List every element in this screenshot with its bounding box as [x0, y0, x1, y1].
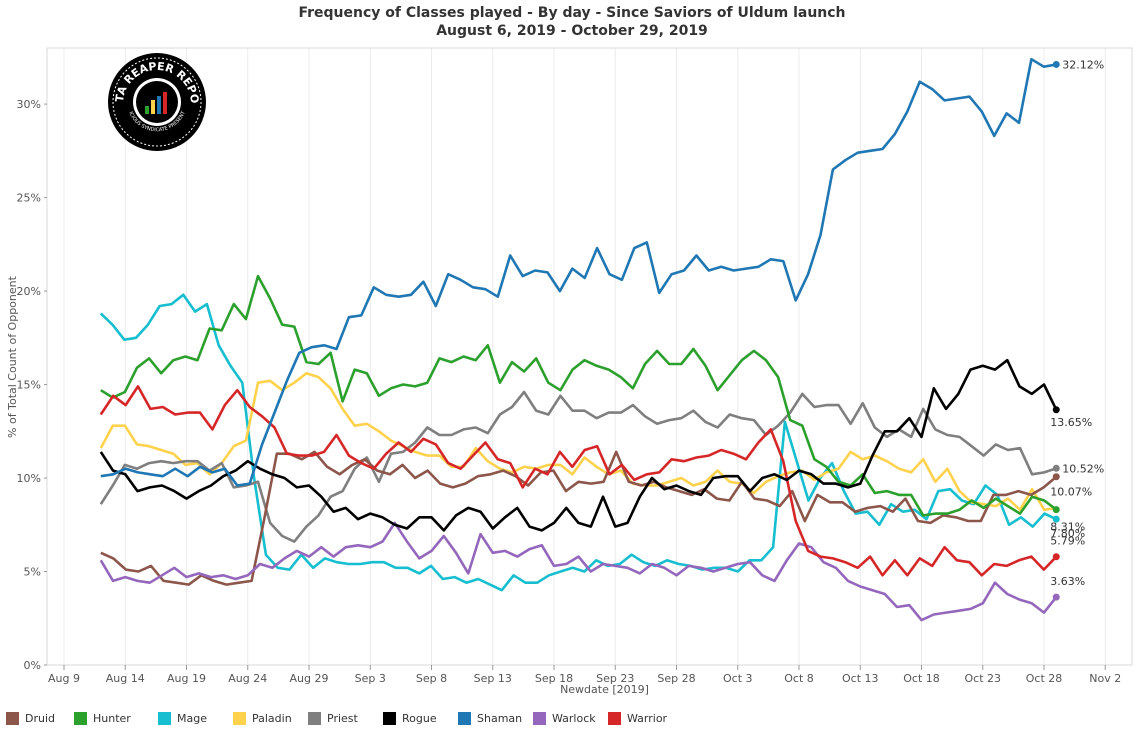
x-tick-label: Sep 23 [596, 672, 634, 685]
grid-lines [63, 48, 1106, 665]
legend-swatch [6, 711, 19, 725]
end-marker-warlock [1052, 593, 1060, 601]
legend-swatch [233, 711, 246, 725]
y-tick-label: 10% [17, 472, 41, 485]
legend-swatch [458, 711, 471, 725]
legend-swatch [158, 711, 171, 725]
legend-item-warrior[interactable]: Warrior [608, 711, 683, 725]
y-tick-label: 15% [17, 379, 41, 392]
series-line-rogue [99, 358, 1058, 532]
legend-label: Shaman [477, 711, 523, 725]
series-line-shaman [100, 57, 1057, 487]
legend-item-druid[interactable]: Druid [6, 711, 74, 725]
x-tick-label: Aug 24 [228, 672, 267, 685]
legend-item-hunter[interactable]: Hunter [74, 711, 158, 725]
end-label-mage: 7.80% [1050, 527, 1085, 540]
legend-label: Priest [327, 711, 358, 725]
x-tick-label: Oct 8 [784, 672, 814, 685]
legend-label: Hunter [93, 711, 131, 725]
legend-swatch [533, 711, 546, 725]
x-tick-label: Sep 13 [474, 672, 512, 685]
legend-item-mage[interactable]: Mage [158, 711, 233, 725]
end-marker-mage [1052, 515, 1060, 523]
legend-label: Warrior [627, 711, 668, 725]
end-marker-shaman [1052, 60, 1060, 68]
x-tick-label: Sep 28 [657, 672, 695, 685]
y-tick-label: 5% [24, 566, 41, 579]
x-tick-label: Oct 3 [723, 672, 753, 685]
end-marker-warrior [1052, 553, 1060, 561]
y-tick-label: 0% [24, 659, 41, 672]
end-label-shaman: 32.12% [1062, 58, 1104, 71]
x-tick-label: Oct 28 [1026, 672, 1063, 685]
legend-item-paladin[interactable]: Paladin [233, 711, 308, 725]
legend-label: Mage [177, 711, 207, 725]
end-marker-druid [1052, 473, 1060, 481]
end-label-hunter: 8.31% [1050, 521, 1085, 534]
series-line-paladin [99, 371, 1057, 512]
end-marker-priest [1052, 464, 1060, 472]
end-label-priest: 10.52% [1062, 462, 1104, 475]
legend-swatch [308, 711, 321, 725]
y-axis-label: % of Total Count of Opponent [6, 275, 19, 438]
series-line-warlock [99, 521, 1058, 622]
data-reaper-report-logo: DATA REAPER REPORT VICIOUS SYNDICATE PRE… [107, 52, 206, 151]
y-tick-label: 25% [17, 192, 41, 205]
x-tick-label: Sep 8 [416, 672, 447, 685]
legend-swatch [74, 711, 87, 725]
legend-label: Druid [25, 711, 56, 725]
end-marker-hunter [1052, 506, 1060, 514]
end-label-druid: 10.07% [1050, 486, 1092, 499]
x-axis-label: Newdate [2019] [560, 683, 649, 696]
legend-item-rogue[interactable]: Rogue [383, 711, 458, 725]
x-tick-label: Aug 29 [290, 672, 329, 685]
series-layer [99, 57, 1058, 622]
y-tick-label: 20% [17, 285, 41, 298]
chart-legend: Druid Hunter Mage Paladin Priest Rogue Shaman W… [6, 709, 683, 727]
end-labels: 10.07% 8.31%7.80% 10.52% 13.65% 32.12% 3.63% 5… [1050, 58, 1104, 601]
y-tick-label: 30% [17, 98, 41, 111]
end-marker-rogue [1052, 406, 1060, 414]
end-label-warlock: 3.63% [1050, 575, 1085, 588]
chart-subtitle: August 6, 2019 - October 29, 2019 [436, 23, 708, 39]
x-tick-label: Sep 18 [535, 672, 573, 685]
legend-item-warlock[interactable]: Warlock [533, 711, 608, 725]
series-line-warrior [99, 385, 1058, 577]
legend-label: Rogue [402, 711, 437, 725]
x-tick-label: Oct 13 [842, 672, 879, 685]
series-line-druid [100, 450, 1058, 586]
plot-frame [46, 47, 1133, 666]
legend-item-priest[interactable]: Priest [308, 711, 383, 725]
legend-item-shaman[interactable]: Shaman [458, 711, 533, 725]
end-label-rogue: 13.65% [1050, 416, 1092, 429]
x-tick-label: Oct 23 [964, 672, 1001, 685]
legend-swatch [608, 711, 621, 725]
end-label-warrior: 5.79% [1050, 535, 1085, 548]
chart-title: Frequency of Classes played - By day - S… [298, 5, 846, 21]
legend-label: Warlock [552, 711, 596, 725]
legend-swatch [383, 711, 396, 725]
axes: Aug 9 Aug 14 Aug 19 Aug 24 Aug 29 Sep 3 Sep 8 S… [6, 47, 1133, 696]
x-tick-label: Oct 18 [903, 672, 940, 685]
x-tick-label: Sep 3 [355, 672, 386, 685]
x-tick-label: Aug 9 [48, 672, 80, 685]
series-line-hunter [100, 274, 1058, 517]
x-tick-label: Nov 2 [1089, 672, 1121, 685]
legend-label: Paladin [252, 711, 292, 725]
x-tick-label: Aug 19 [167, 672, 206, 685]
x-tick-label: Aug 14 [106, 672, 145, 685]
